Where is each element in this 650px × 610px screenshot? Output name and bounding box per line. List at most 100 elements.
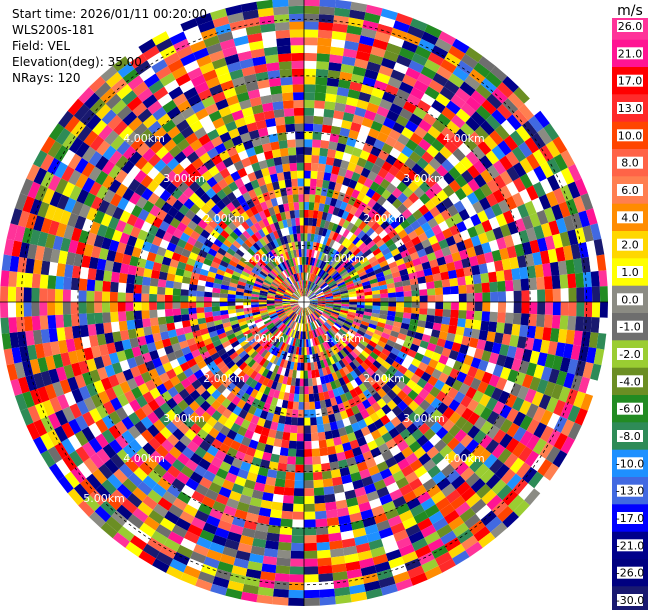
- velocity-gate: [478, 232, 489, 245]
- velocity-gate: [260, 571, 276, 581]
- velocity-gate: [456, 352, 467, 364]
- velocity-gate: [499, 344, 510, 357]
- velocity-gate: [292, 321, 297, 330]
- velocity-gate: [282, 163, 291, 173]
- velocity-gate: [348, 268, 357, 276]
- velocity-gate: [231, 483, 244, 495]
- velocity-gate: [334, 7, 351, 18]
- velocity-gate: [322, 478, 334, 488]
- velocity-gate: [321, 367, 328, 376]
- velocity-gate: [465, 492, 482, 508]
- velocity-gate: [313, 258, 318, 267]
- velocity-gate: [448, 411, 462, 425]
- velocity-gate: [220, 243, 230, 252]
- velocity-gate: [431, 490, 446, 505]
- velocity-gate: [242, 364, 251, 374]
- velocity-gate: [333, 15, 350, 25]
- velocity-gate: [317, 431, 326, 441]
- velocity-gate: [228, 412, 239, 423]
- velocity-gate: [269, 509, 283, 519]
- velocity-gate: [321, 324, 328, 333]
- velocity-gate: [241, 373, 250, 383]
- velocity-gate: [276, 290, 285, 295]
- velocity-gate: [290, 170, 298, 179]
- velocity-gate: [388, 427, 400, 439]
- velocity-gate: [115, 406, 128, 421]
- velocity-gate: [363, 236, 373, 246]
- velocity-gate: [322, 179, 330, 189]
- velocity-gate: [155, 524, 172, 539]
- velocity-gate: [283, 295, 291, 299]
- velocity-gate: [316, 267, 321, 276]
- velocity-gate: [345, 231, 354, 240]
- velocity-gate: [347, 398, 357, 408]
- velocity-gate: [338, 359, 346, 369]
- velocity-gate: [296, 314, 300, 323]
- velocity-gate: [349, 256, 358, 264]
- velocity-gate: [371, 87, 385, 99]
- velocity-gate: [322, 358, 329, 368]
- velocity-gate: [175, 517, 191, 531]
- velocity-gate: [149, 317, 159, 327]
- velocity-gate: [321, 124, 332, 134]
- velocity-gate: [315, 290, 323, 296]
- velocity-gate: [341, 302, 350, 305]
- velocity-gate: [52, 235, 64, 251]
- velocity-gate: [500, 224, 512, 238]
- velocity-gate: [54, 178, 69, 195]
- velocity-gate: [512, 162, 527, 178]
- velocity-gate: [498, 199, 511, 214]
- velocity-gate: [304, 147, 313, 155]
- velocity-gate: [296, 330, 300, 339]
- velocity-gate: [176, 221, 188, 233]
- velocity-gate: [118, 463, 134, 479]
- velocity-gate: [158, 323, 168, 333]
- velocity-gate: [374, 267, 383, 275]
- velocity-gate: [273, 108, 285, 118]
- velocity-gate: [169, 258, 179, 268]
- velocity-gate: [390, 374, 401, 385]
- velocity-gate: [529, 302, 538, 315]
- velocity-gate: [342, 112, 355, 122]
- velocity-gate: [499, 247, 510, 260]
- velocity-gate: [351, 405, 361, 415]
- velocity-gate: [219, 297, 228, 302]
- velocity-gate: [148, 437, 162, 451]
- velocity-gate: [240, 419, 251, 430]
- velocity-gate: [188, 307, 197, 315]
- velocity-gate: [284, 291, 292, 296]
- velocity-gate: [105, 71, 123, 88]
- velocity-gate: [290, 284, 296, 292]
- velocity-gate: [126, 274, 136, 285]
- velocity-gate: [68, 169, 82, 186]
- velocity-gate: [347, 242, 356, 251]
- velocity-gate: [411, 307, 420, 315]
- velocity-gate: [408, 440, 422, 453]
- velocity-gate: [375, 239, 385, 248]
- velocity-gate: [164, 249, 174, 259]
- velocity-gate: [127, 425, 141, 439]
- velocity-gate: [256, 442, 266, 452]
- velocity-gate: [582, 225, 594, 243]
- velocity-gate: [313, 234, 319, 243]
- velocity-gate: [411, 163, 424, 176]
- velocity-gate: [304, 225, 308, 234]
- velocity-gate: [386, 482, 400, 494]
- velocity-gate: [10, 378, 23, 396]
- velocity-gate: [245, 227, 255, 237]
- velocity-gate: [253, 530, 268, 541]
- velocity-gate: [67, 212, 79, 228]
- velocity-gate: [175, 327, 185, 336]
- velocity-gate: [140, 161, 154, 175]
- velocity-gate: [197, 317, 207, 325]
- velocity-gate: [416, 99, 432, 113]
- velocity-gate: [83, 130, 99, 147]
- velocity-gate: [504, 312, 514, 324]
- velocity-gate: [403, 307, 412, 314]
- velocity-gate: [290, 558, 304, 567]
- velocity-gate: [288, 5, 304, 15]
- velocity-gate: [219, 553, 236, 566]
- velocity-gate: [335, 233, 343, 243]
- velocity-gate: [196, 285, 206, 292]
- velocity-gate: [473, 244, 484, 256]
